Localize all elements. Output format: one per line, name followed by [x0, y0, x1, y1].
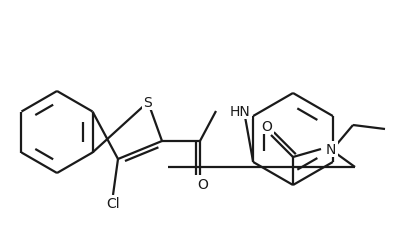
Text: Cl: Cl [106, 196, 120, 210]
Text: O: O [262, 119, 273, 133]
Text: HN: HN [230, 105, 251, 119]
Text: O: O [198, 177, 209, 191]
Text: N: N [326, 142, 336, 156]
Text: S: S [144, 96, 153, 110]
